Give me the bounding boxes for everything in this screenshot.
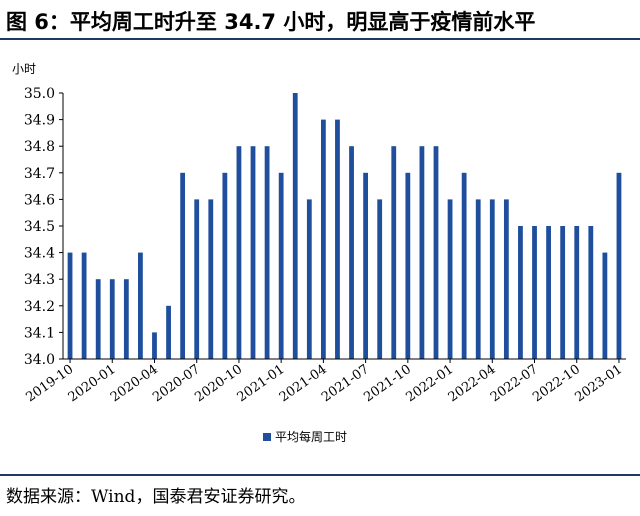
bar	[152, 332, 157, 359]
y-tick-label: 34.5	[24, 219, 55, 235]
y-tick-label: 34.2	[24, 299, 55, 315]
bar	[320, 119, 326, 359]
x-tick-label: 2020-01	[66, 362, 119, 405]
bar	[489, 199, 495, 359]
bar	[419, 146, 425, 359]
x-tick-label: 2021-01	[235, 362, 288, 405]
x-tick-label: 2022-04	[446, 362, 499, 405]
bar	[447, 199, 453, 359]
y-tick-label: 34.6	[24, 192, 55, 208]
bar	[391, 146, 397, 359]
y-tick-label: 34.3	[24, 272, 55, 288]
bar	[67, 252, 73, 359]
bar	[180, 172, 186, 359]
legend: 平均每周工时	[263, 428, 347, 445]
source-divider	[0, 474, 640, 476]
bar	[363, 172, 369, 359]
y-tick-label: 34.7	[24, 166, 55, 182]
bar	[264, 146, 270, 359]
x-tick-label: 2022-01	[403, 362, 456, 405]
x-tick-label: 2020-10	[192, 362, 245, 405]
bar	[250, 146, 256, 359]
bar	[278, 172, 284, 359]
bar	[292, 93, 298, 359]
bar	[546, 226, 551, 359]
legend-swatch	[263, 432, 271, 441]
bar	[138, 252, 143, 359]
legend-label: 平均每周工时	[275, 430, 348, 444]
bar	[109, 279, 115, 359]
bar	[518, 226, 523, 359]
y-tick-label: 34.8	[24, 139, 55, 155]
y-axis-unit-label: 小时	[12, 62, 37, 76]
y-tick-label: 34.4	[24, 246, 55, 262]
x-tick-label: 2019-10	[23, 362, 76, 405]
x-tick-label: 2021-10	[361, 362, 414, 405]
bar	[81, 252, 87, 359]
y-tick-label: 34.9	[24, 113, 55, 129]
x-tick-label: 2023-01	[572, 362, 625, 405]
bar	[532, 226, 537, 359]
bar	[574, 226, 580, 359]
bar	[560, 226, 566, 359]
bar	[588, 226, 594, 359]
y-tick-label: 35.0	[24, 86, 55, 102]
x-tick-label: 2021-04	[277, 362, 330, 405]
x-tick-label: 2022-07	[488, 362, 541, 405]
x-tick-label: 2020-07	[150, 362, 203, 405]
bar	[208, 199, 214, 359]
chart-title: 图 6：平均周工时升至 34.7 小时，明显高于疫情前水平	[6, 10, 536, 34]
bar	[306, 199, 312, 359]
title-bar: 图 6：平均周工时升至 34.7 小时，明显高于疫情前水平	[0, 0, 640, 40]
bar	[349, 146, 354, 359]
bar	[433, 146, 439, 359]
y-tick-label: 34.1	[24, 325, 55, 341]
x-tick-label: 2022-10	[530, 362, 583, 405]
bar	[123, 279, 129, 359]
bar	[194, 199, 200, 359]
y-tick-label: 34.0	[24, 352, 55, 368]
bar	[236, 146, 242, 359]
bar	[222, 172, 228, 359]
x-tick-label: 2021-07	[319, 362, 372, 405]
bar	[602, 252, 608, 359]
bar	[377, 199, 383, 359]
source-note: 数据来源：Wind，国泰君安证券研究。	[6, 487, 306, 507]
bar	[616, 172, 622, 359]
bar	[475, 199, 481, 359]
bar	[95, 279, 101, 359]
bar	[335, 119, 340, 359]
bar	[166, 305, 171, 359]
bar	[503, 199, 509, 359]
bar	[405, 172, 411, 359]
bar-chart: 34.0 34.1 34.2 34.3 34.4 34.5 34.6 34.7 34.8 34.9…	[23, 86, 626, 405]
bar	[461, 172, 467, 359]
x-tick-label: 2020-04	[108, 362, 161, 405]
